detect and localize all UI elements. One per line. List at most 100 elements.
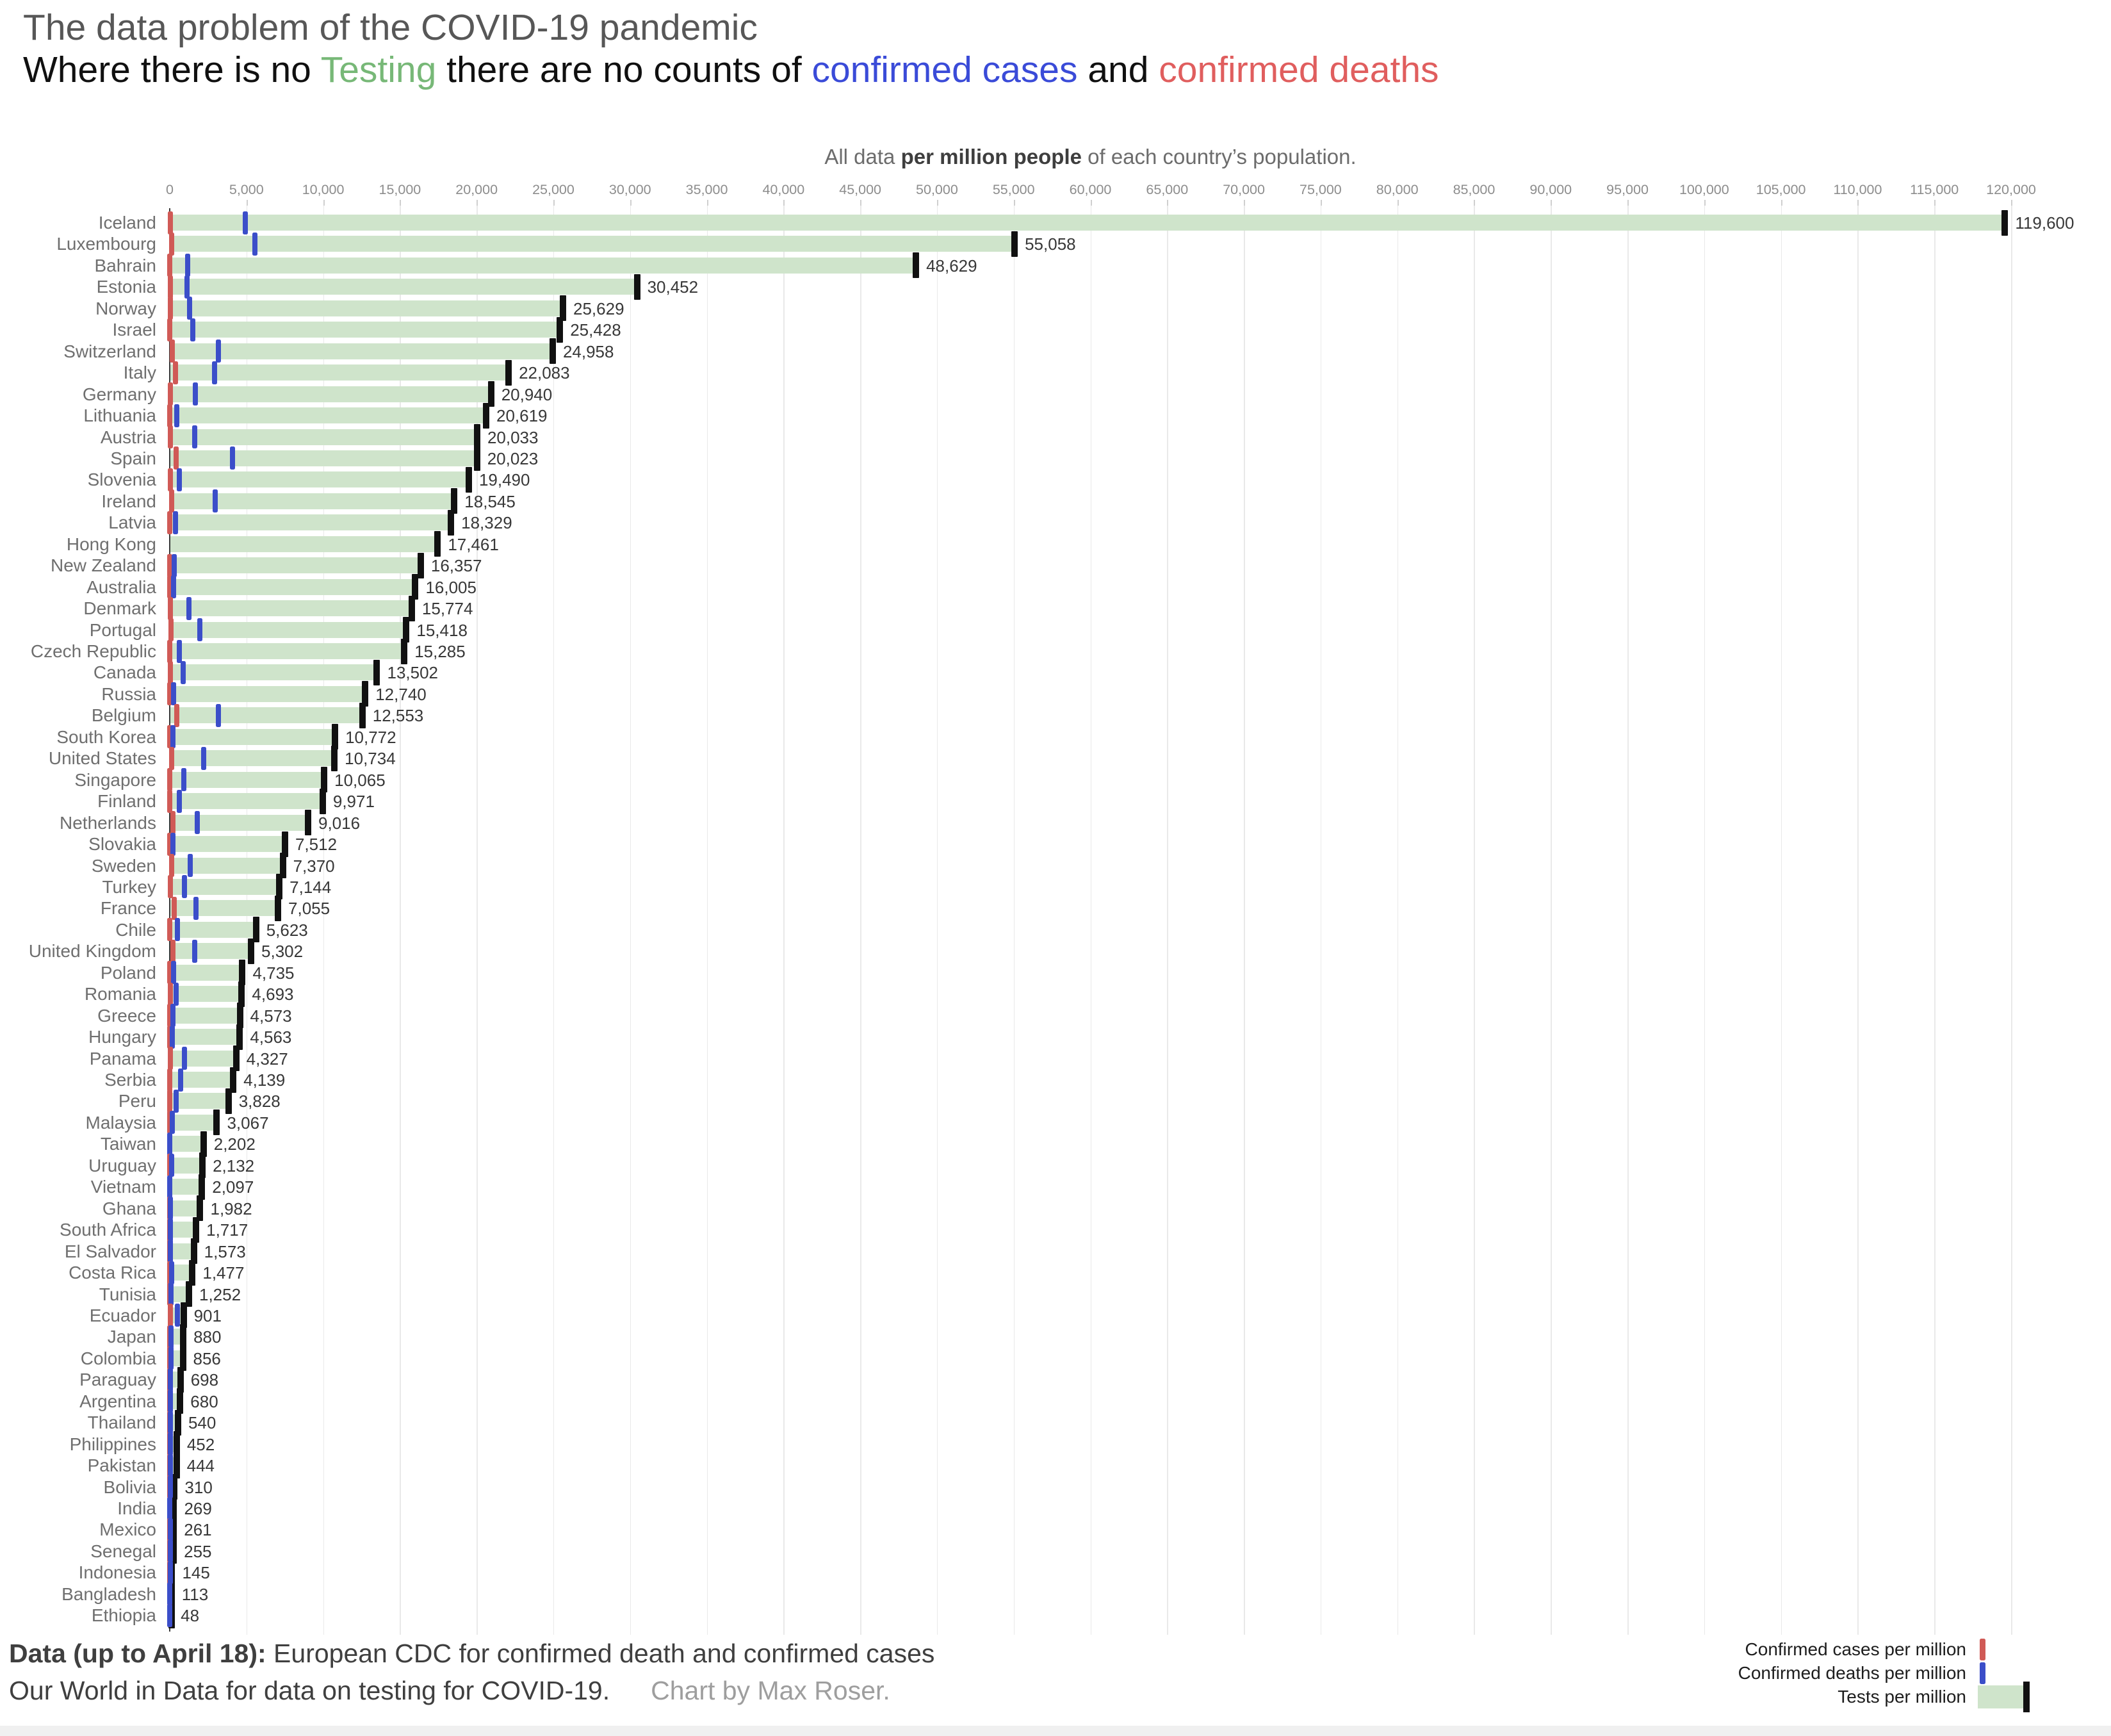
tests-value-label: 12,553 [372,706,424,726]
tests-value-label: 3,828 [238,1092,281,1111]
country-label: Senegal [90,1541,156,1561]
x-axis-tick-mark [1551,200,1553,206]
confirmed-deaths-tick [167,1496,173,1520]
bar-row: 7,055 [170,895,2011,921]
confirmed-deaths-tick [174,982,179,1006]
gridline [400,200,401,1635]
confirmed-deaths-tick [192,425,198,448]
confirmed-cases-tick [174,446,179,470]
country-label: Chile [115,919,156,940]
confirmed-deaths-tick [167,1197,173,1220]
confirmed-cases-tick [170,811,176,835]
tests-value-label: 24,958 [562,341,614,361]
bar-row: 5,302 [170,938,2011,964]
confirmed-deaths-tick [168,1475,174,1499]
bar-row: 48,629 [167,252,2011,279]
tests-value-label: 698 [190,1370,219,1390]
tests-end-cap [319,788,326,814]
bar-row: 16,005 [167,574,2011,600]
confirmed-cases-tick [167,468,173,491]
tests-value-label: 269 [184,1499,212,1518]
country-label: Paraguay [79,1370,156,1390]
country-label: South Africa [60,1220,156,1240]
tests-value-label: 3,067 [227,1113,269,1133]
tests-value-label: 1,982 [210,1199,252,1218]
bar-row: 18,329 [167,509,2011,536]
country-label: Colombia [80,1348,156,1368]
tests-bar [170,279,637,295]
bar-row: 1,252 [167,1281,2011,1307]
confirmed-deaths-tick [229,446,235,470]
confirmed-cases-tick [167,1004,173,1028]
tests-bar [170,1136,204,1152]
page-subtitle: Where there is no Testing there are no c… [23,49,1439,91]
country-label: Germany [82,384,156,404]
bar-row: 15,774 [168,595,2011,621]
gridline [1704,200,1706,1635]
tests-end-cap [451,488,458,514]
tests-bar [170,514,452,531]
tests-bar [170,793,323,810]
tests-value-label: 15,418 [416,620,468,640]
bar-row: 119,600 [167,209,2074,236]
confirmed-deaths-tick [170,1004,176,1028]
country-label: Bahrain [94,255,156,275]
country-label: Australia [86,577,156,597]
tests-end-cap [275,895,282,921]
confirmed-cases-tick [167,725,173,749]
confirmed-deaths-tick [200,746,206,770]
x-axis-tick-mark [783,200,785,206]
bar-row: 7,512 [167,831,2011,857]
tests-end-cap [236,1003,243,1029]
tests-value-label: 901 [193,1306,222,1325]
tests-end-cap [276,874,283,900]
tests-bar [170,1114,217,1131]
tests-value-label: 1,717 [206,1220,249,1240]
bar-row: 1,573 [167,1238,2011,1265]
tests-end-cap [465,466,472,493]
country-label: Italy [123,363,156,383]
bar-row: 9,971 [167,788,2011,814]
chart-credit: Chart by Max Roser. [651,1676,890,1705]
confirmed-deaths-tick [167,1368,173,1391]
x-axis-tick-mark [1474,200,1476,206]
tests-value-label: 7,370 [293,856,335,876]
tests-value-label: 25,428 [570,320,621,340]
tests-end-cap [177,1366,184,1393]
tests-bar [170,429,477,445]
gridline [1474,200,1475,1635]
country-label: Japan [107,1327,156,1347]
legend-row: Confirmed cases per million [1738,1637,2032,1661]
bar-row: 680 [167,1388,2011,1414]
tests-value-label: 856 [193,1348,221,1368]
bar-row: 4,563 [167,1024,2011,1050]
bar-row: 2,132 [167,1152,2011,1179]
bar-row: 30,452 [167,274,2011,300]
tests-end-cap [487,381,494,407]
bar-row: 9,016 [170,810,2011,836]
tests-value-label: 13,502 [387,663,439,683]
country-label: Latvia [108,512,156,533]
confirmed-deaths-tick [193,382,199,406]
tests-end-cap [373,659,380,685]
country-label: United Kingdom [28,941,156,962]
tests-bar [170,771,325,788]
x-axis-tick-mark [936,200,938,206]
confirmed-cases-tick [168,425,174,448]
country-label: Spain [110,448,156,468]
confirmed-deaths-tick [168,1389,174,1413]
x-axis-tick-label: 75,000 [1299,182,1342,197]
confirmed-deaths-tick [216,703,222,727]
confirmed-deaths-tick [168,1518,174,1541]
gridline [630,200,632,1635]
country-label: Israel [112,320,156,340]
tests-bar [170,986,242,1003]
tests-bar [170,364,509,381]
chart-note: All data per million people of each coun… [170,145,2011,169]
confirmed-deaths-tick [193,896,199,920]
tests-end-cap [321,767,328,793]
tests-value-label: 10,734 [345,749,396,769]
gridline [1013,200,1015,1635]
legend-deaths-tick-swatch [1978,1662,2032,1684]
